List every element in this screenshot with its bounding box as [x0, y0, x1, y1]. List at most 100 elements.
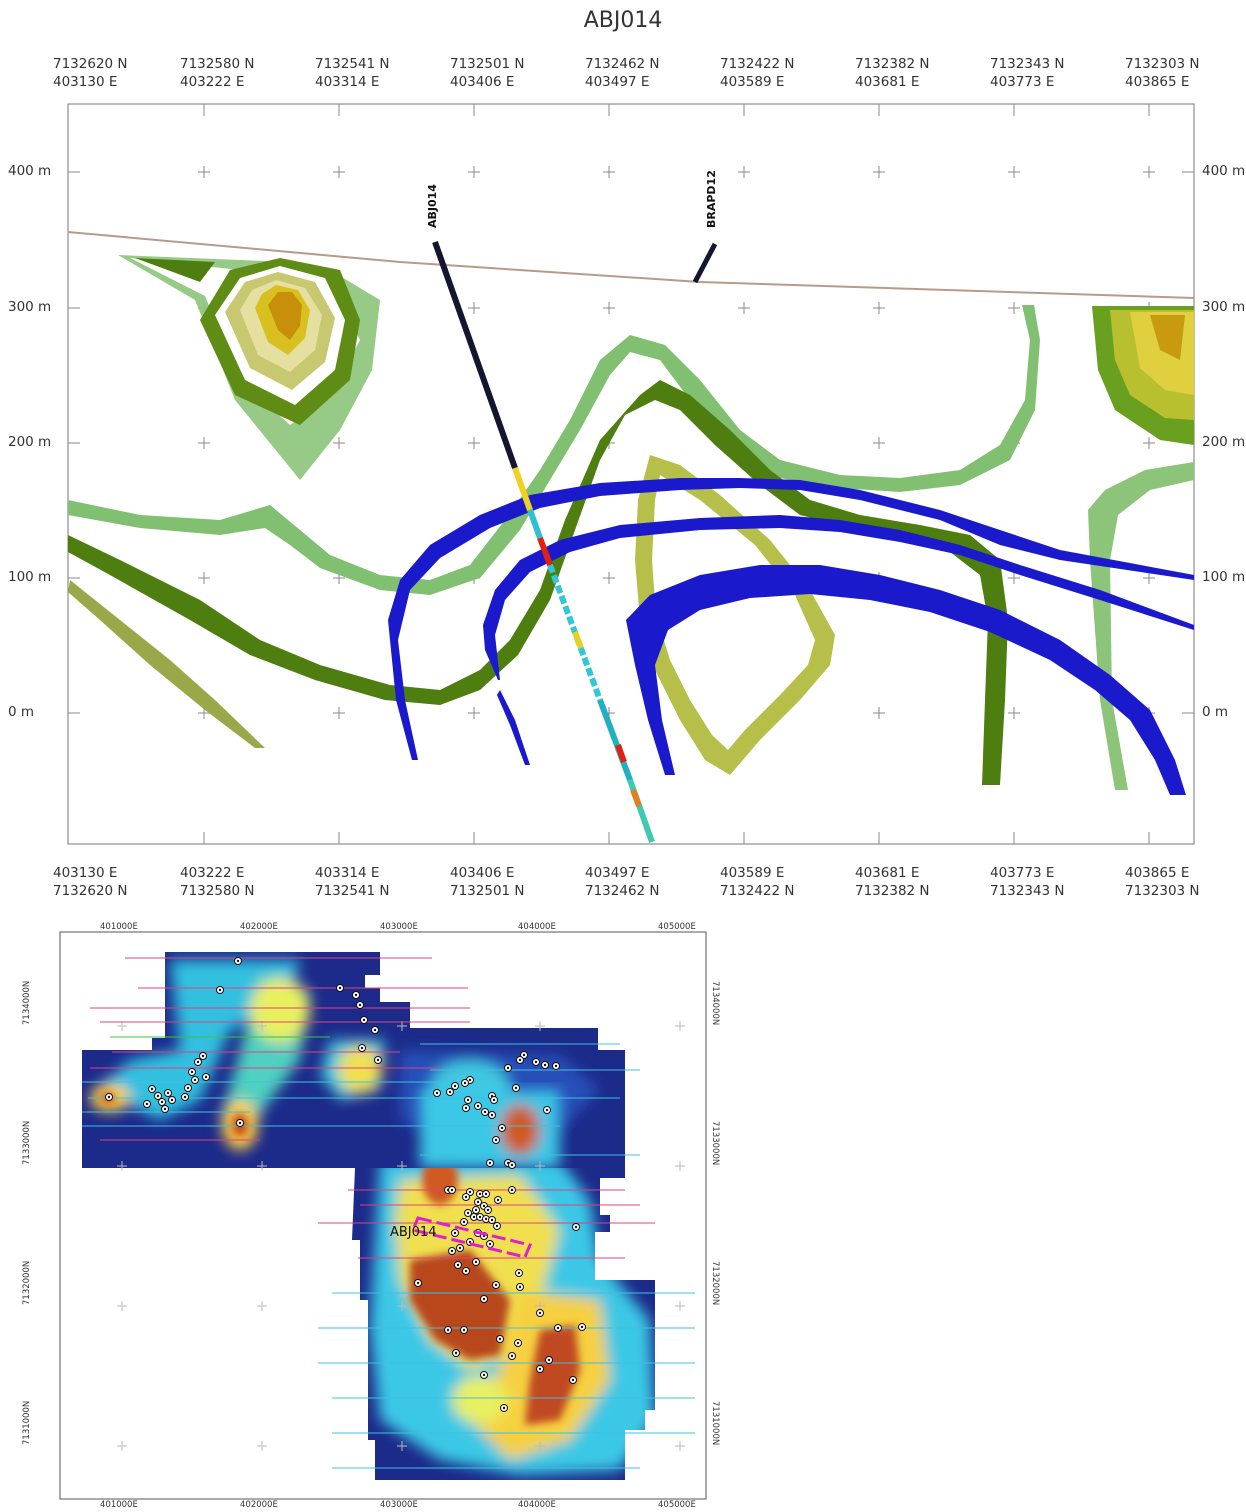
drillhole-collar-dot [500, 1126, 504, 1130]
drillhole-collar-dot [362, 1018, 366, 1022]
drillhole-collar-dot [156, 1094, 160, 1098]
grid-cross [738, 302, 750, 314]
drillhole-collar-dot [190, 1070, 194, 1074]
grid-cross [873, 302, 885, 314]
top-coord-label: 7132580 N 403222 E [180, 55, 300, 91]
drillhole-collar-dot [476, 1200, 480, 1204]
drillhole-collar-dot [150, 1087, 154, 1091]
northing-text: 7132580 N [180, 883, 255, 899]
map-easting-tick-bottom: 401000E [100, 1500, 138, 1510]
drillhole-collar-dot [360, 1046, 364, 1050]
drillhole-collar-dot [547, 1358, 551, 1362]
drillhole-collar-dot [534, 1060, 538, 1064]
map-hole-label: ABJ014 [390, 1225, 437, 1240]
drillhole-collar-dot [554, 1064, 558, 1068]
easting-text: 403681 E [855, 865, 920, 881]
grid-cross [468, 302, 480, 314]
northing-text: 7132620 N [53, 56, 128, 72]
ore-band-light-green [68, 305, 1040, 595]
drillhole-collar-dot [468, 1190, 472, 1194]
drillhole-collar-dot [495, 1224, 499, 1228]
drillhole-collar-dot [462, 1328, 466, 1332]
top-coord-label: 7132382 N 403681 E [855, 55, 975, 91]
bottom-coord-label: 403406 E 7132501 N [450, 864, 570, 900]
bottom-coord-label: 403589 E 7132422 N [720, 864, 840, 900]
drillhole-collar-dot [486, 1208, 490, 1212]
drillhole-brapd12-trace [692, 242, 718, 284]
elevation-label-left: 100 m [8, 569, 52, 585]
drillhole-collar-dot [160, 1100, 164, 1104]
drillhole-collar-dot [538, 1311, 542, 1315]
drillhole-collar-dot [545, 1108, 549, 1112]
drillhole-collar-dot [522, 1053, 526, 1057]
map-grid-cross [397, 1161, 407, 1171]
elevation-label-right: 400 m [1202, 163, 1246, 179]
northing-text: 7132501 N [450, 56, 525, 72]
drillhole-collar-dot [516, 1341, 520, 1345]
grid-cross [333, 166, 345, 178]
top-coord-label: 7132303 N 403865 E [1125, 55, 1245, 91]
map-grid-cross [257, 1161, 267, 1171]
bottom-coord-label: 403773 E 7132343 N [990, 864, 1110, 900]
drillhole-collar-dot [482, 1204, 486, 1208]
northing-text: 7132382 N [855, 883, 930, 899]
drillhole-collar-dot [107, 1095, 111, 1099]
elevation-label-right: 200 m [1202, 434, 1246, 450]
easting-text: 403497 E [585, 865, 650, 881]
grid-cross [468, 437, 480, 449]
map-easting-tick-bottom: 404000E [518, 1500, 556, 1510]
drillhole-collar-dot [456, 1263, 460, 1267]
drillhole-collar-dot [514, 1086, 518, 1090]
northing-text: 7132462 N [585, 56, 660, 72]
grid-cross [1143, 572, 1155, 584]
drillhole-collar-dot [518, 1285, 522, 1289]
drillhole-collar-dot [478, 1192, 482, 1196]
drillhole-collar-dot [556, 1326, 560, 1330]
drillhole-collar-dot [492, 1098, 496, 1102]
drillhole-collar-dot [518, 1058, 522, 1062]
map-grid-cross [117, 1021, 127, 1031]
drillhole-collar-dot [193, 1078, 197, 1082]
grid-cross [738, 166, 750, 178]
drillhole-collar-dot [517, 1271, 521, 1275]
drillhole-collar-dot [416, 1281, 420, 1285]
bottom-coord-label: 403865 E 7132303 N [1125, 864, 1245, 900]
drillhole-collar-dot [204, 1075, 208, 1079]
northing-text: 7132462 N [585, 883, 660, 899]
drillhole-collar-dot [498, 1337, 502, 1341]
grid-cross [603, 572, 615, 584]
map-easting-tick-bottom: 403000E [380, 1500, 418, 1510]
bottom-coord-label: 403681 E 7132382 N [855, 864, 975, 900]
drillhole-collar-dot [488, 1161, 492, 1165]
map-easting-tick-bottom: 405000E [658, 1500, 696, 1510]
drillhole-collar-dot [458, 1246, 462, 1250]
drillhole-collar-dot [453, 1084, 457, 1088]
map-grid [117, 1021, 685, 1451]
drillhole-collar-dot [463, 1081, 467, 1085]
drillhole-collar-dot [510, 1188, 514, 1192]
northing-text: 7132620 N [53, 883, 128, 899]
grid-cross [1008, 707, 1020, 719]
ore-body-upper-left [118, 255, 380, 480]
drillhole-collar-dot [474, 1260, 478, 1264]
map-grid-cross [257, 1301, 267, 1311]
map-grid-cross [257, 1441, 267, 1451]
drillhole-collar-dot [538, 1367, 542, 1371]
elevation-label-left: 0 m [8, 704, 35, 720]
drillhole-collar-dot [484, 1217, 488, 1221]
drillhole-collar-dot [484, 1192, 488, 1196]
northing-text: 7132422 N [720, 56, 795, 72]
northing-text: 7132343 N [990, 883, 1065, 899]
heatmap-se-block [352, 1168, 655, 1480]
drillhole-collar-dot [490, 1218, 494, 1222]
map-grid-cross [117, 1441, 127, 1451]
drillhole-collar-dot [494, 1283, 498, 1287]
drillhole-collar-dot [435, 1091, 439, 1095]
easting-text: 403681 E [855, 74, 920, 90]
map-grid-cross [257, 1021, 267, 1031]
grid-cross [1008, 572, 1020, 584]
drillhole-collar-dot [478, 1215, 482, 1219]
map-easting-tick-top: 404000E [518, 922, 556, 932]
fault-bands-blue [388, 478, 1194, 795]
grid-cross [1008, 166, 1020, 178]
